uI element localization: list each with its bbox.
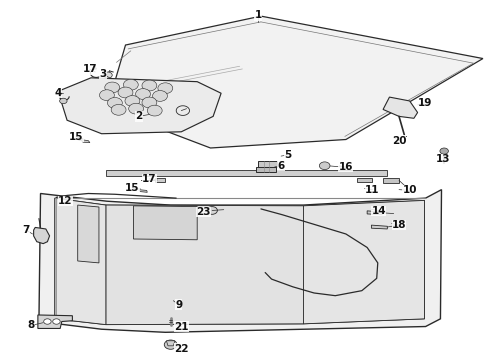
Polygon shape	[107, 16, 483, 148]
Polygon shape	[383, 178, 399, 183]
Text: 15: 15	[69, 132, 83, 142]
Text: 17: 17	[142, 174, 157, 184]
Text: 18: 18	[392, 220, 406, 230]
Polygon shape	[106, 170, 387, 176]
Circle shape	[107, 98, 122, 108]
Text: 3: 3	[99, 69, 107, 79]
Polygon shape	[78, 205, 99, 263]
Polygon shape	[39, 190, 441, 332]
Text: 20: 20	[392, 136, 406, 146]
Circle shape	[99, 90, 114, 100]
Text: 7: 7	[23, 225, 30, 235]
Circle shape	[142, 97, 157, 108]
Circle shape	[125, 95, 140, 106]
Polygon shape	[58, 78, 221, 134]
Text: 19: 19	[417, 98, 432, 108]
Text: 22: 22	[174, 343, 189, 354]
Polygon shape	[371, 225, 387, 229]
Text: 8: 8	[28, 320, 35, 330]
Polygon shape	[303, 201, 424, 324]
Text: 17: 17	[83, 64, 97, 74]
Polygon shape	[106, 205, 303, 325]
Polygon shape	[258, 162, 277, 167]
Text: 21: 21	[174, 321, 189, 332]
Circle shape	[164, 340, 177, 349]
Circle shape	[147, 105, 162, 116]
Circle shape	[158, 83, 173, 94]
Polygon shape	[55, 198, 424, 325]
Circle shape	[440, 148, 448, 154]
Circle shape	[60, 98, 67, 104]
Polygon shape	[357, 178, 372, 182]
Text: 15: 15	[125, 184, 140, 193]
Polygon shape	[139, 190, 147, 192]
Polygon shape	[256, 167, 276, 172]
Polygon shape	[80, 140, 90, 143]
Text: 14: 14	[371, 206, 386, 216]
Text: 23: 23	[196, 207, 211, 217]
Circle shape	[104, 72, 112, 78]
Text: 12: 12	[58, 196, 73, 206]
Polygon shape	[167, 341, 175, 346]
Circle shape	[142, 80, 157, 91]
Circle shape	[111, 104, 126, 115]
Polygon shape	[34, 228, 49, 244]
Text: 5: 5	[284, 150, 291, 160]
Circle shape	[319, 162, 330, 170]
Circle shape	[118, 87, 133, 98]
Circle shape	[129, 103, 144, 114]
Polygon shape	[55, 198, 106, 325]
Text: 2: 2	[135, 111, 143, 121]
Circle shape	[207, 207, 218, 214]
Circle shape	[105, 82, 120, 93]
Circle shape	[44, 319, 51, 324]
Polygon shape	[38, 315, 73, 328]
Text: 6: 6	[277, 161, 285, 171]
Text: 13: 13	[435, 154, 450, 164]
Polygon shape	[133, 206, 197, 240]
Text: 10: 10	[402, 185, 417, 195]
Text: 1: 1	[255, 10, 262, 21]
Circle shape	[53, 319, 60, 324]
Text: 9: 9	[175, 300, 182, 310]
Text: 11: 11	[365, 185, 380, 195]
Polygon shape	[383, 97, 417, 118]
Circle shape	[123, 79, 138, 90]
Text: 16: 16	[339, 162, 353, 172]
Polygon shape	[367, 211, 382, 215]
Circle shape	[136, 89, 150, 99]
Polygon shape	[155, 178, 165, 182]
Text: 4: 4	[54, 88, 62, 98]
Circle shape	[152, 91, 168, 101]
